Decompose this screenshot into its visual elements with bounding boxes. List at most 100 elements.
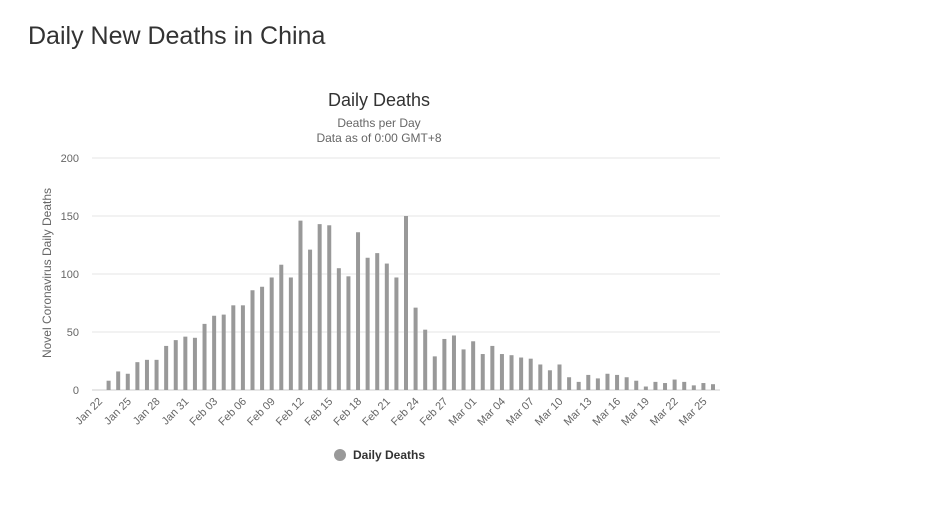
bar[interactable] (586, 374, 591, 390)
x-tick-label: Feb 09 (245, 396, 278, 429)
bar[interactable] (711, 384, 715, 390)
bar[interactable] (260, 286, 265, 390)
bar[interactable] (691, 385, 696, 390)
y-axis-label: Novel Coronavirus Daily Deaths (40, 188, 54, 358)
x-tick-label: Feb 12 (274, 396, 307, 429)
x-tick-label: Mar 07 (504, 396, 537, 429)
bar[interactable] (154, 359, 159, 390)
bar[interactable] (567, 377, 572, 390)
bar[interactable] (288, 277, 293, 390)
bar[interactable] (451, 335, 456, 390)
bar[interactable] (519, 357, 524, 390)
legend-label: Daily Deaths (353, 448, 426, 462)
bar[interactable] (202, 323, 207, 390)
bar[interactable] (672, 379, 677, 390)
bar[interactable] (528, 358, 533, 390)
bar[interactable] (499, 354, 504, 390)
bar[interactable] (346, 276, 351, 390)
bar[interactable] (634, 380, 639, 390)
bar[interactable] (490, 345, 495, 390)
bar[interactable] (576, 381, 581, 390)
bar[interactable] (317, 224, 322, 390)
bar[interactable] (471, 341, 476, 390)
bar[interactable] (653, 381, 658, 390)
x-tick-label: Feb 18 (331, 396, 364, 429)
bar[interactable] (557, 364, 562, 390)
x-tick-label: Feb 15 (303, 396, 336, 429)
page-title: Daily New Deaths in China (28, 22, 326, 50)
bar[interactable] (615, 374, 620, 390)
x-tick-label: Mar 25 (677, 396, 710, 429)
bar[interactable] (701, 383, 706, 390)
bar[interactable] (595, 378, 600, 390)
bar[interactable] (173, 340, 178, 390)
bar[interactable] (279, 264, 284, 390)
x-tick-label: Jan 31 (160, 396, 192, 428)
bar[interactable] (144, 359, 149, 390)
x-tick-label: Feb 27 (418, 396, 451, 429)
chart-title: Daily Deaths (328, 90, 430, 110)
bar[interactable] (509, 355, 514, 390)
bar[interactable] (547, 370, 552, 390)
bar[interactable] (327, 225, 332, 390)
y-axis-ticks: 0 50 100 150 200 (61, 153, 79, 397)
bar[interactable] (106, 380, 111, 390)
bar[interactable] (461, 349, 466, 390)
x-tick-label: Mar 01 (447, 396, 480, 429)
x-tick-label: Feb 03 (188, 396, 221, 429)
bar[interactable] (404, 216, 408, 390)
x-tick-label: Jan 22 (73, 396, 105, 428)
x-tick-label: Mar 13 (562, 396, 595, 429)
x-tick-label: Mar 22 (648, 396, 681, 429)
bar[interactable] (384, 263, 389, 390)
bar[interactable] (394, 277, 399, 390)
x-tick-label: Mar 16 (590, 396, 623, 429)
y-tick-label: 0 (73, 385, 79, 397)
bar[interactable] (605, 373, 610, 390)
bar[interactable] (336, 268, 341, 390)
bar[interactable] (250, 290, 255, 390)
bar[interactable] (442, 338, 447, 390)
bar[interactable] (480, 354, 485, 390)
bar[interactable] (116, 371, 121, 390)
bar[interactable] (212, 315, 217, 390)
x-tick-label: Feb 06 (216, 396, 249, 429)
bar[interactable] (221, 314, 226, 390)
bar[interactable] (356, 232, 361, 390)
bar[interactable] (135, 362, 140, 390)
x-tick-label: Mar 04 (475, 396, 508, 429)
x-tick-label: Mar 19 (619, 396, 652, 429)
bar[interactable] (308, 249, 313, 390)
bar[interactable] (192, 337, 197, 390)
bar[interactable] (413, 307, 418, 390)
bar[interactable] (538, 364, 543, 390)
chart-subtitle-line-1: Deaths per Day (337, 116, 420, 130)
legend[interactable]: Daily Deaths (334, 448, 425, 462)
x-tick-label: Feb 24 (389, 396, 422, 429)
bars (106, 216, 715, 390)
y-tick-label: 150 (61, 211, 79, 223)
x-tick-label: Mar 10 (533, 396, 566, 429)
chart-subtitle-line-2: Data as of 0:00 GMT+8 (316, 131, 441, 145)
bar[interactable] (432, 356, 437, 390)
bar[interactable] (125, 373, 130, 390)
bar[interactable] (240, 305, 245, 390)
bar[interactable] (231, 305, 236, 390)
legend-marker (334, 449, 346, 461)
bar[interactable] (643, 386, 648, 390)
bar[interactable] (164, 345, 169, 390)
bar[interactable] (663, 383, 668, 390)
bar[interactable] (682, 381, 687, 390)
bar[interactable] (375, 253, 380, 390)
bar[interactable] (183, 336, 188, 390)
bar[interactable] (365, 257, 370, 390)
x-tick-label: Jan 25 (102, 396, 134, 428)
bar[interactable] (624, 377, 629, 390)
x-tick-label: Feb 21 (360, 396, 393, 429)
x-tick-label: Jan 28 (131, 396, 163, 428)
bar[interactable] (298, 220, 303, 390)
bar[interactable] (269, 277, 274, 390)
bar[interactable] (423, 329, 428, 390)
